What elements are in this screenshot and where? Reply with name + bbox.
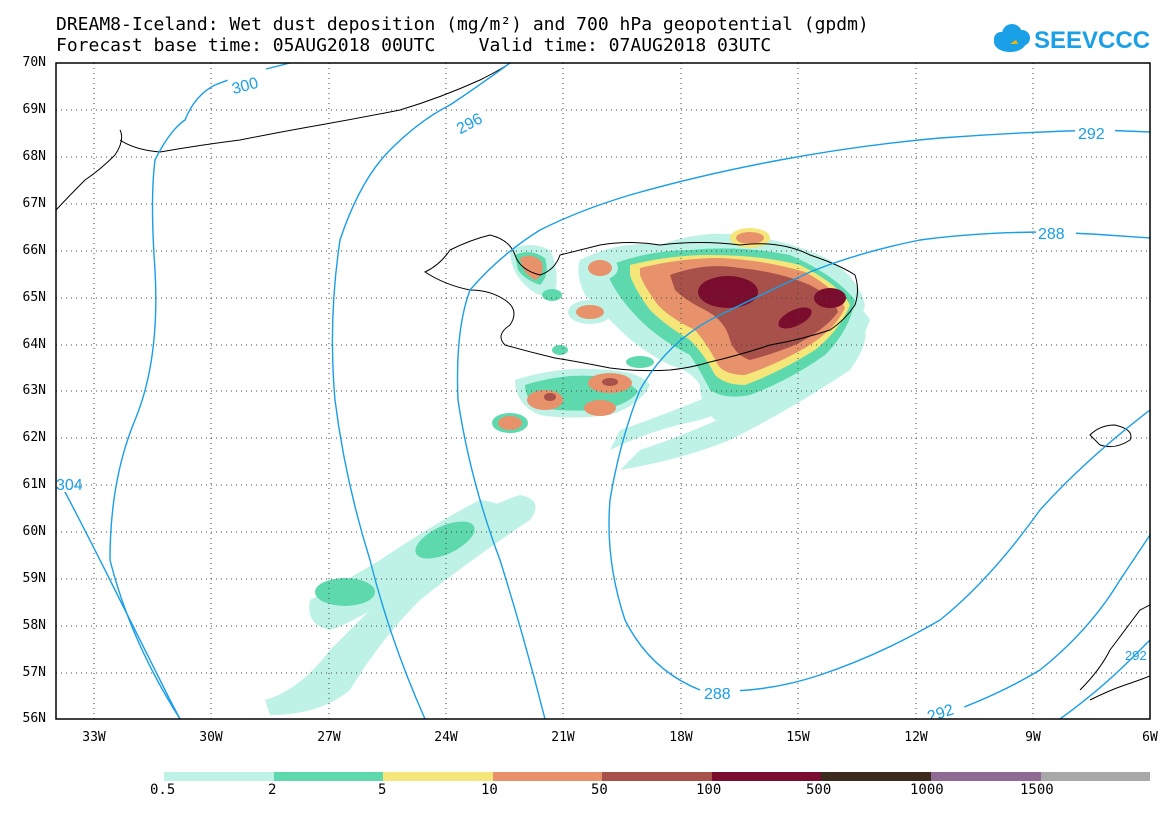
contour-296 [331,63,511,719]
lat-label: 58N [22,618,46,633]
lon-label: 24W [434,730,458,745]
legend-swatch [273,772,384,781]
greenland-coast [56,63,511,211]
contour-300 [109,63,291,719]
legend-label: 500 [806,782,832,798]
scotland-coast [1079,604,1150,701]
lat-label: 66N [22,243,46,258]
legend-label: 1500 [1020,782,1054,798]
map-frame [55,62,1151,720]
dust-deposition-field [265,228,870,715]
lat-label: 57N [22,665,46,680]
legend-label: 10 [481,782,498,798]
legend-swatch [821,772,931,781]
contour-label-304: 304 [56,477,83,494]
iceland-coast [423,234,858,372]
legend-label: 0.5 [150,782,176,798]
lat-label: 61N [22,477,46,492]
legend-swatch [711,772,822,781]
lat-label: 62N [22,430,46,445]
legend-label: 2 [268,782,277,798]
lat-label: 69N [22,102,46,117]
lat-label: 64N [22,337,46,352]
lat-label: 68N [22,149,46,164]
lat-label: 65N [22,290,46,305]
map-title: DREAM8-Iceland: Wet dust deposition (mg/… [56,14,869,35]
lon-label: 15W [786,730,810,745]
lat-label: 59N [22,571,46,586]
lon-label: 9W [1025,730,1041,745]
legend-swatch [164,772,274,781]
legend-swatch [492,772,603,781]
color-legend-bar [164,772,1151,781]
faroe-coast [1089,424,1132,448]
contour-288 [608,231,1150,692]
lat-label: 56N [22,711,46,726]
lat-label: 67N [22,196,46,211]
geopotential-contours [56,63,1150,719]
contour-292-se [1059,639,1150,719]
lon-label: 18W [669,730,693,745]
contour-292-south [929,534,1150,719]
coastlines [56,63,1150,701]
legend-label: 50 [591,782,608,798]
logo-text: SEEVCCC [1034,27,1150,54]
lat-label: 70N [22,55,46,70]
contour-label-288-north: 288 [1038,226,1065,243]
legend-swatch [383,772,493,781]
legend-label: 5 [378,782,387,798]
contour-label-300: 300 [230,75,260,98]
lon-label: 6W [1142,730,1158,745]
lon-label: 33W [82,730,106,745]
legend-swatch [930,772,1041,781]
lat-label: 63N [22,383,46,398]
lon-label: 21W [551,730,575,745]
legend-label: 100 [696,782,722,798]
forecast-times: Forecast base time: 05AUG2018 00UTC Vali… [56,35,772,56]
contour-label-292-se: 292 [1125,648,1147,663]
lon-label: 12W [904,730,928,745]
seevccc-logo: SEEVCCC [994,24,1150,54]
contour-label-288-south: 288 [704,686,731,703]
contour-label-292: 292 [1078,126,1105,143]
legend-swatch [602,772,712,781]
legend-swatch [1040,772,1151,781]
lon-label: 27W [317,730,341,745]
lat-label: 60N [22,524,46,539]
contour-292-north [456,129,1150,719]
contour-labels: 300 296 292 288 288 292 292 304 [56,65,1147,719]
cloud-icon [994,24,1030,52]
lon-label: 30W [199,730,223,745]
contour-304 [56,474,181,719]
legend-label: 1000 [910,782,944,798]
